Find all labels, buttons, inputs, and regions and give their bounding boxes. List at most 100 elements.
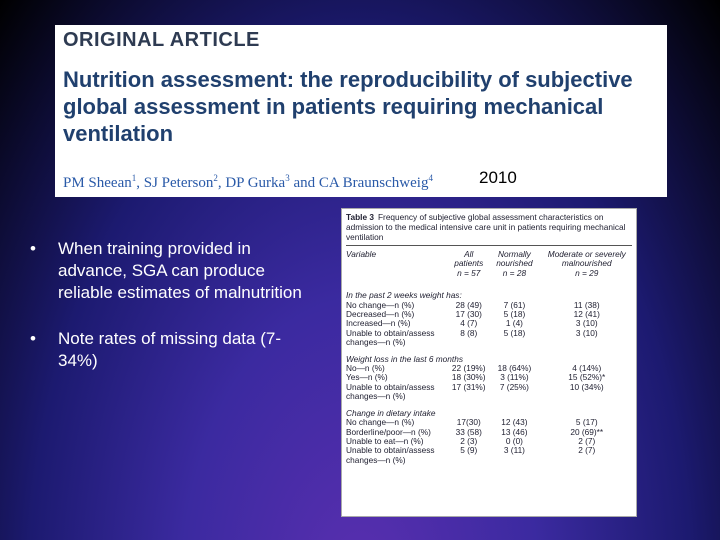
- table-cell: No change—n (%): [346, 417, 415, 428]
- header-cell: Variable: [346, 249, 450, 284]
- header-n: n = 28: [502, 267, 527, 278]
- header-label: Variable: [346, 249, 377, 259]
- table-row: No change—n (%) 28 (49) 7 (61) 11 (38): [346, 299, 632, 310]
- header-label: Moderate or severely malnourished: [547, 249, 626, 269]
- table-row: Decreased—n (%) 17 (30) 5 (18) 12 (41): [346, 309, 632, 320]
- bullet-dot: •: [30, 329, 36, 348]
- author-name: DP Gurka: [225, 175, 286, 191]
- bullet-text: Note rates of missing data (7-34%): [58, 329, 281, 370]
- table-cell: 13 (46): [501, 426, 528, 437]
- table-cell: 3 (11%): [500, 372, 529, 383]
- table-row: Increased—n (%) 4 (7) 1 (4) 3 (10): [346, 318, 632, 329]
- table-cell: 17 (31%): [451, 381, 486, 392]
- table-cell: 3 (10): [575, 327, 598, 338]
- article-header: ORIGINAL ARTICLE Nutrition assessment: t…: [55, 25, 667, 197]
- author-affiliation: 2: [213, 173, 218, 183]
- section-row: In the past 2 weeks weight has:: [346, 284, 632, 300]
- table-cell: 5 (17): [575, 417, 598, 428]
- section-row: Weight loss in the last 6 months: [346, 348, 632, 364]
- table-cell: 11 (38): [573, 299, 600, 310]
- header-label: All patients: [454, 249, 484, 269]
- table-cell: 0 (0): [505, 435, 523, 446]
- table-cell: 2 (3): [460, 435, 478, 446]
- header-row: Variable All patients n = 57 Normally nouri…: [346, 249, 632, 284]
- author-name: CA Braunschweig: [318, 175, 429, 191]
- table-row: Yes—n (%) 18 (30%) 3 (11%) 15 (52%)*: [346, 372, 632, 383]
- author-affiliation: 1: [131, 173, 137, 183]
- table-cell: 18 (64%): [497, 363, 532, 374]
- table-cell: 28 (49): [455, 299, 482, 310]
- table-cell: 3 (10): [575, 318, 598, 329]
- table-row: No—n (%) 22 (19%) 18 (64%) 4 (14%): [346, 363, 632, 374]
- header-cell: Normally nourished n = 28: [487, 249, 541, 284]
- table: Variable All patients n = 57 Normally nouri…: [346, 249, 632, 465]
- table-cell: 3 (11): [503, 445, 525, 456]
- table-cell: No change—n (%): [346, 299, 415, 310]
- table-row: Unable to obtain/assess changes—n (%) 8 (…: [346, 327, 632, 348]
- table-caption-text: Frequency of subjective global assessmen…: [346, 212, 626, 242]
- table-cell: Unable to eat—n (%): [346, 435, 424, 446]
- table-cell: 18 (30%): [451, 372, 486, 383]
- table-cell: Unable to obtain/assess changes—n (%): [346, 445, 435, 465]
- header-cell: All patients n = 57: [450, 249, 487, 284]
- table-cell: 5 (18): [503, 309, 526, 320]
- table-body: In the past 2 weeks weight has: No change…: [346, 284, 632, 465]
- table-cell: 4 (14%): [572, 363, 602, 374]
- header-n: n = 57: [457, 267, 481, 278]
- table-cell: 5 (18): [503, 327, 526, 338]
- table-cell: 10 (34%): [569, 381, 604, 392]
- article-label: ORIGINAL ARTICLE: [63, 29, 260, 51]
- table-cell: 7 (25%): [499, 381, 529, 392]
- table-cell: 17 (30): [455, 309, 482, 320]
- table-row: Unable to obtain/assess changes—n (%) 17 …: [346, 381, 632, 402]
- table-cell: 7 (61): [503, 299, 526, 310]
- author-separator: ,: [136, 175, 144, 191]
- bullet-item: • When training provided in advance, SGA …: [28, 238, 318, 304]
- table-cell: 12 (43): [501, 417, 528, 428]
- section-heading: Weight loss in the last 6 months: [346, 353, 463, 364]
- table-cell: Yes—n (%): [346, 372, 388, 383]
- section-heading: In the past 2 weeks weight has:: [346, 290, 462, 301]
- table-cell: No—n (%): [346, 363, 385, 374]
- bullet-dot: •: [30, 239, 36, 258]
- bullet-text: When training provided in advance, SGA c…: [58, 239, 302, 302]
- table-row: Unable to eat—n (%) 2 (3) 0 (0) 2 (7): [346, 435, 632, 446]
- header-cell: Moderate or severely malnourished n = 29: [542, 249, 632, 284]
- author-separator: ,: [217, 175, 226, 191]
- section-heading: Change in dietary intake: [346, 407, 436, 418]
- table-row: Unable to obtain/assess changes—n (%) 5 (…: [346, 446, 632, 465]
- table-cell: 20 (69)**: [570, 426, 604, 437]
- table-cell: Borderline/poor—n (%): [346, 426, 431, 437]
- table-row: No change—n (%) 17(30) 12 (43) 5 (17): [346, 417, 632, 428]
- table-cell: 1 (4): [505, 318, 523, 329]
- bullet-list: • When training provided in advance, SGA …: [28, 238, 318, 396]
- author-name: SJ Peterson: [143, 175, 214, 191]
- table-caption: Table 3 Frequency of subjective global as…: [346, 212, 632, 246]
- table-cell: 8 (8): [460, 327, 478, 338]
- table-cell: 15 (52%)*: [568, 372, 606, 383]
- table-figure: Table 3 Frequency of subjective global as…: [341, 208, 637, 517]
- bullet-item: • Note rates of missing data (7-34%): [28, 328, 318, 372]
- table-cell: 2 (7): [578, 435, 596, 446]
- table-row: Borderline/poor—n (%) 33 (58) 13 (46) 20 (6…: [346, 426, 632, 437]
- author-separator: and: [289, 175, 319, 191]
- table-cell: 22 (19%): [451, 363, 486, 374]
- section-row: Change in dietary intake: [346, 402, 632, 418]
- table-cell: 4 (7): [460, 318, 478, 329]
- author-name: PM Sheean: [63, 175, 132, 191]
- header-label: Normally nourished: [496, 249, 533, 269]
- table-label: Table 3: [346, 212, 374, 222]
- table-cell: Unable to obtain/assess changes—n (%): [346, 327, 435, 348]
- article-year: 2010: [479, 168, 517, 187]
- table-cell: Unable to obtain/assess changes—n (%): [346, 381, 435, 402]
- table-cell: Increased—n (%): [346, 318, 411, 329]
- table-cell: 2 (7): [578, 445, 596, 456]
- header-n: n = 29: [575, 267, 599, 278]
- article-authors: PM Sheean1, SJ Peterson2, DP Gurka3 and …: [63, 173, 433, 192]
- article-title: Nutrition assessment: the reproducibilit…: [63, 67, 633, 146]
- table-cell: 12 (41): [573, 309, 600, 320]
- table-cell: 5 (9): [460, 445, 478, 456]
- table-cell: Decreased—n (%): [346, 309, 415, 320]
- table-cell: 33 (58): [455, 426, 482, 437]
